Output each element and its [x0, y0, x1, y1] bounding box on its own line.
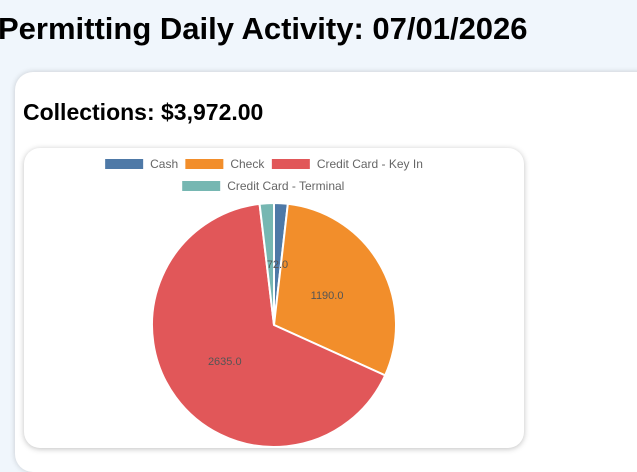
slice-value-label: 1190.0: [311, 290, 344, 302]
collections-pie-chart: Cash Check Credit Card - Key In Credit Card…: [24, 148, 524, 448]
legend-swatch: [182, 181, 221, 191]
slice-value-label: 2635.0: [208, 356, 242, 368]
slice-value-label: 72.0: [267, 259, 288, 271]
collections-title: Collections: $3,972.00: [23, 99, 264, 125]
legend-item[interactable]: Check: [185, 157, 265, 171]
pie-slice[interactable]: [258, 201, 275, 326]
pie-slice[interactable]: [272, 202, 397, 377]
legend-item[interactable]: Credit Card - Terminal: [182, 179, 344, 193]
legend-item[interactable]: Cash: [105, 157, 178, 171]
legend-label: Credit Card - Key In: [317, 157, 423, 171]
legend-label: Check: [230, 157, 265, 171]
page-title: Permitting Daily Activity: 07/01/2026: [0, 11, 528, 46]
legend-swatch: [105, 159, 144, 169]
legend-swatch: [185, 159, 224, 169]
legend-label: Credit Card - Terminal: [227, 179, 344, 193]
legend-item[interactable]: Credit Card - Key In: [271, 157, 423, 171]
pie-chart-svg: Cash Check Credit Card - Key In Credit Card…: [105, 157, 423, 448]
legend-label: Cash: [150, 157, 178, 171]
legend-swatch: [271, 159, 310, 169]
pie-slice[interactable]: [151, 202, 387, 448]
